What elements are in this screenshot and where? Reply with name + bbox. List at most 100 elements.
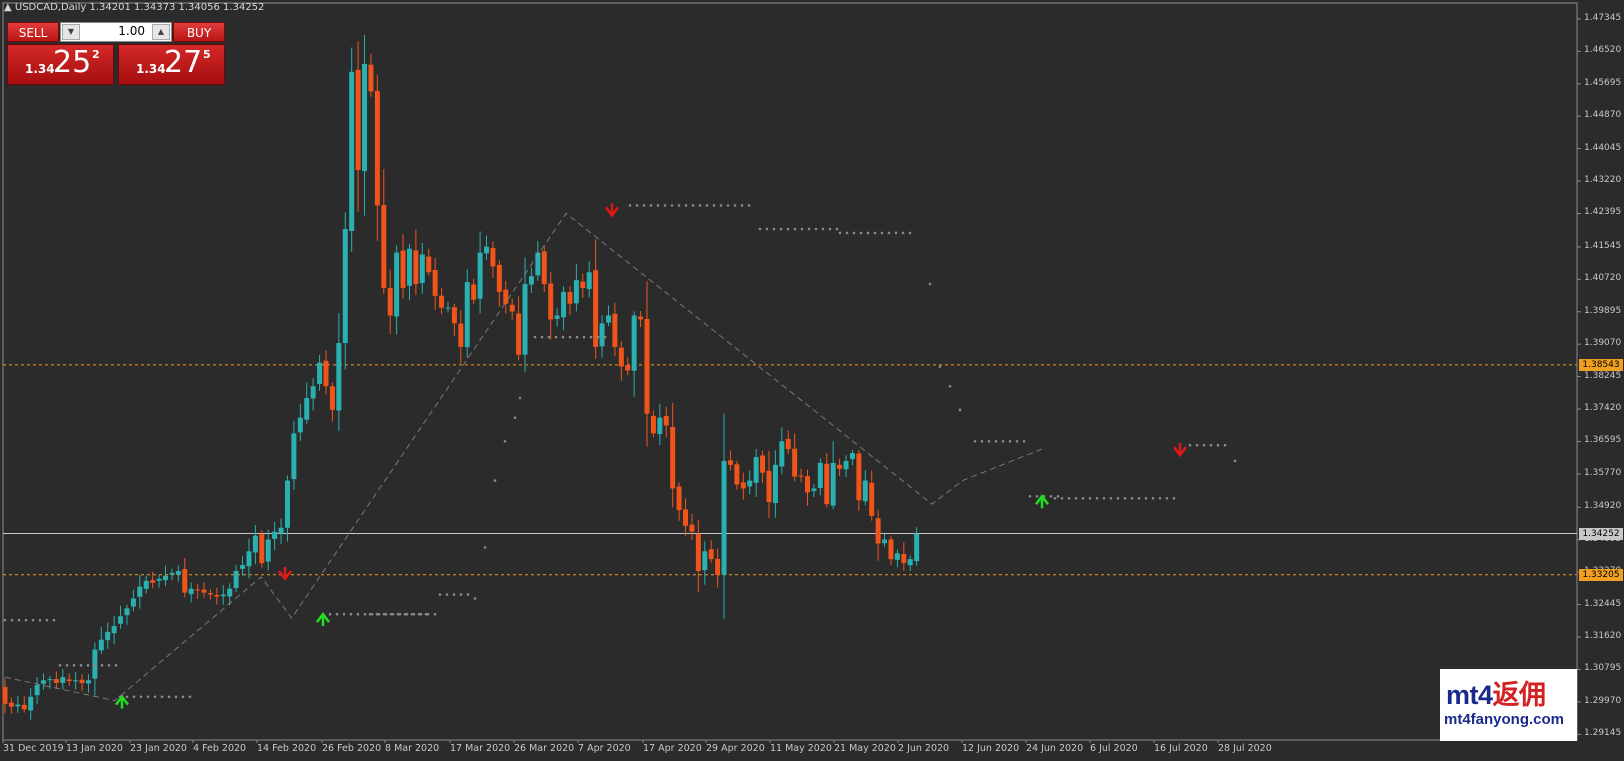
time-tick-label: 28 Jul 2020	[1218, 743, 1272, 754]
indicator-dot	[994, 439, 998, 443]
candle-body	[862, 480, 868, 502]
indicator-dot	[1015, 439, 1019, 443]
lot-decrease-icon[interactable]: ▼	[62, 24, 80, 40]
indicator-dot	[779, 227, 783, 231]
indicator-dot	[459, 593, 463, 596]
candle-body	[573, 280, 579, 304]
indicator-dot	[758, 227, 762, 231]
indicator-dot	[908, 231, 912, 235]
indicator-dot	[452, 593, 456, 596]
candle-body	[849, 453, 855, 460]
candle-body	[605, 315, 611, 323]
indicator-dot	[417, 612, 421, 616]
indicator-dot	[139, 695, 143, 699]
candle-body	[702, 551, 708, 571]
indicator-dot	[835, 227, 839, 231]
indicator-dot	[1123, 496, 1127, 500]
time-tick-label: 24 Jun 2020	[1026, 743, 1084, 754]
price-tick-label: 1.44870	[1584, 110, 1622, 121]
indicator-dot	[866, 231, 870, 235]
indicator-dot	[38, 618, 42, 622]
candle-body	[297, 417, 303, 433]
candle-body	[811, 488, 817, 492]
price-tick-label: 1.35770	[1584, 467, 1622, 478]
sell-quote[interactable]: 1.34 25 2	[7, 44, 114, 85]
indicator-dot	[363, 612, 367, 616]
indicator-dot	[642, 204, 646, 207]
collapse-arrow-icon[interactable]: ▲	[4, 2, 12, 13]
indicator-dot	[160, 695, 164, 699]
indicator-dot	[845, 231, 849, 235]
indicator-dot	[1116, 496, 1120, 500]
indicator-dot	[513, 416, 517, 419]
indicator-dot	[533, 335, 537, 339]
candle-body	[740, 482, 746, 489]
candle-body	[522, 284, 528, 355]
candle-body	[272, 531, 278, 539]
indicator-dot	[948, 384, 952, 388]
indicator-dot	[859, 231, 863, 235]
lot-size-input[interactable]: ▼ 1.00 ▲	[60, 22, 172, 42]
candle-body	[47, 679, 53, 681]
price-tick-label: 1.32445	[1584, 598, 1622, 609]
candle-body	[182, 569, 188, 593]
symbol-label: USDCAD,Daily	[14, 2, 87, 13]
candle-body	[856, 453, 862, 501]
zigzag-line	[4, 212, 1043, 702]
indicator-dot	[894, 231, 898, 235]
watermark-domain: mt4fanyong.com	[1444, 711, 1565, 728]
indicator-dot	[880, 231, 884, 235]
candle-body	[727, 460, 733, 465]
candle-body	[792, 448, 798, 477]
candle-body	[98, 639, 104, 651]
candle-body	[747, 480, 753, 487]
time-tick-label: 21 May 2020	[834, 743, 896, 754]
candle-body	[310, 386, 316, 399]
candle-body	[772, 464, 778, 504]
candle-body	[721, 460, 727, 575]
candle-body	[760, 455, 766, 473]
lot-increase-icon[interactable]: ▲	[152, 24, 170, 40]
candle-body	[432, 269, 438, 296]
indicator-dot	[412, 612, 416, 616]
candle-body	[265, 539, 271, 562]
indicator-dot	[1049, 494, 1053, 498]
candle-body	[650, 415, 656, 434]
candle-body	[567, 292, 573, 304]
indicator-dot	[438, 593, 442, 596]
candle-body	[830, 462, 836, 506]
price-tick-label: 1.44045	[1584, 142, 1622, 153]
sell-button[interactable]: SELL	[7, 22, 59, 42]
candle-body	[2, 686, 8, 704]
buy-quote[interactable]: 1.34 27 5	[118, 44, 225, 85]
time-tick-label: 31 Dec 2019	[3, 743, 64, 754]
indicator-dot	[1195, 443, 1199, 447]
candle-body	[843, 460, 849, 470]
indicator-dot	[691, 204, 695, 207]
indicator-dot	[1151, 496, 1155, 500]
indicator-dot	[726, 204, 730, 207]
indicator-dot	[368, 612, 372, 616]
indicator-dot	[503, 439, 507, 443]
sell-signal-arrow	[605, 203, 619, 218]
time-tick-label: 29 Apr 2020	[706, 743, 765, 754]
price-tick-label: 1.45695	[1584, 77, 1622, 88]
candle-body	[73, 680, 79, 682]
price-tick-label: 1.36595	[1584, 435, 1622, 446]
indicator-dot	[153, 695, 157, 699]
candle-body	[201, 589, 207, 593]
indicator-dot	[382, 612, 386, 616]
candle-body	[207, 593, 213, 595]
candle-body	[137, 586, 143, 597]
indicator-dot	[1172, 496, 1176, 500]
time-tick-label: 26 Feb 2020	[322, 743, 382, 754]
candle-body	[715, 558, 721, 575]
candle-body	[683, 509, 689, 526]
lot-size-value[interactable]: 1.00	[118, 24, 145, 38]
candle-body	[53, 678, 59, 684]
price-tick-label: 1.39895	[1584, 305, 1622, 316]
buy-button[interactable]: BUY	[173, 22, 225, 42]
candle-body	[41, 680, 47, 684]
